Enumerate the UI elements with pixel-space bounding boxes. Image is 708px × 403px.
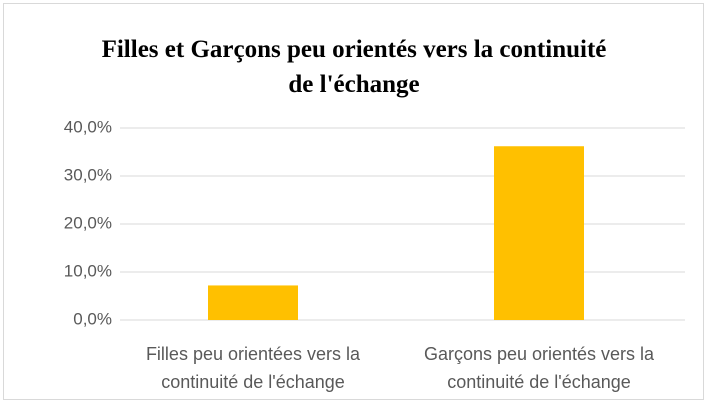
y-tick-label: 30,0% [64, 165, 112, 184]
x-tick-label: Garçons peu orientés vers la continuité … [423, 344, 655, 392]
y-tick-label: 10,0% [64, 261, 112, 280]
y-tick-label: 40,0% [64, 117, 112, 136]
chart-border [3, 3, 704, 400]
y-tick-label: 20,0% [64, 213, 112, 232]
bar [494, 146, 584, 320]
x-tick-label: Filles peu orientées vers la continuité … [145, 344, 361, 392]
bar [208, 285, 298, 320]
chart-title: Filles et Garçons peu orientés vers la c… [101, 36, 607, 98]
y-tick-label: 0,0% [73, 309, 112, 328]
